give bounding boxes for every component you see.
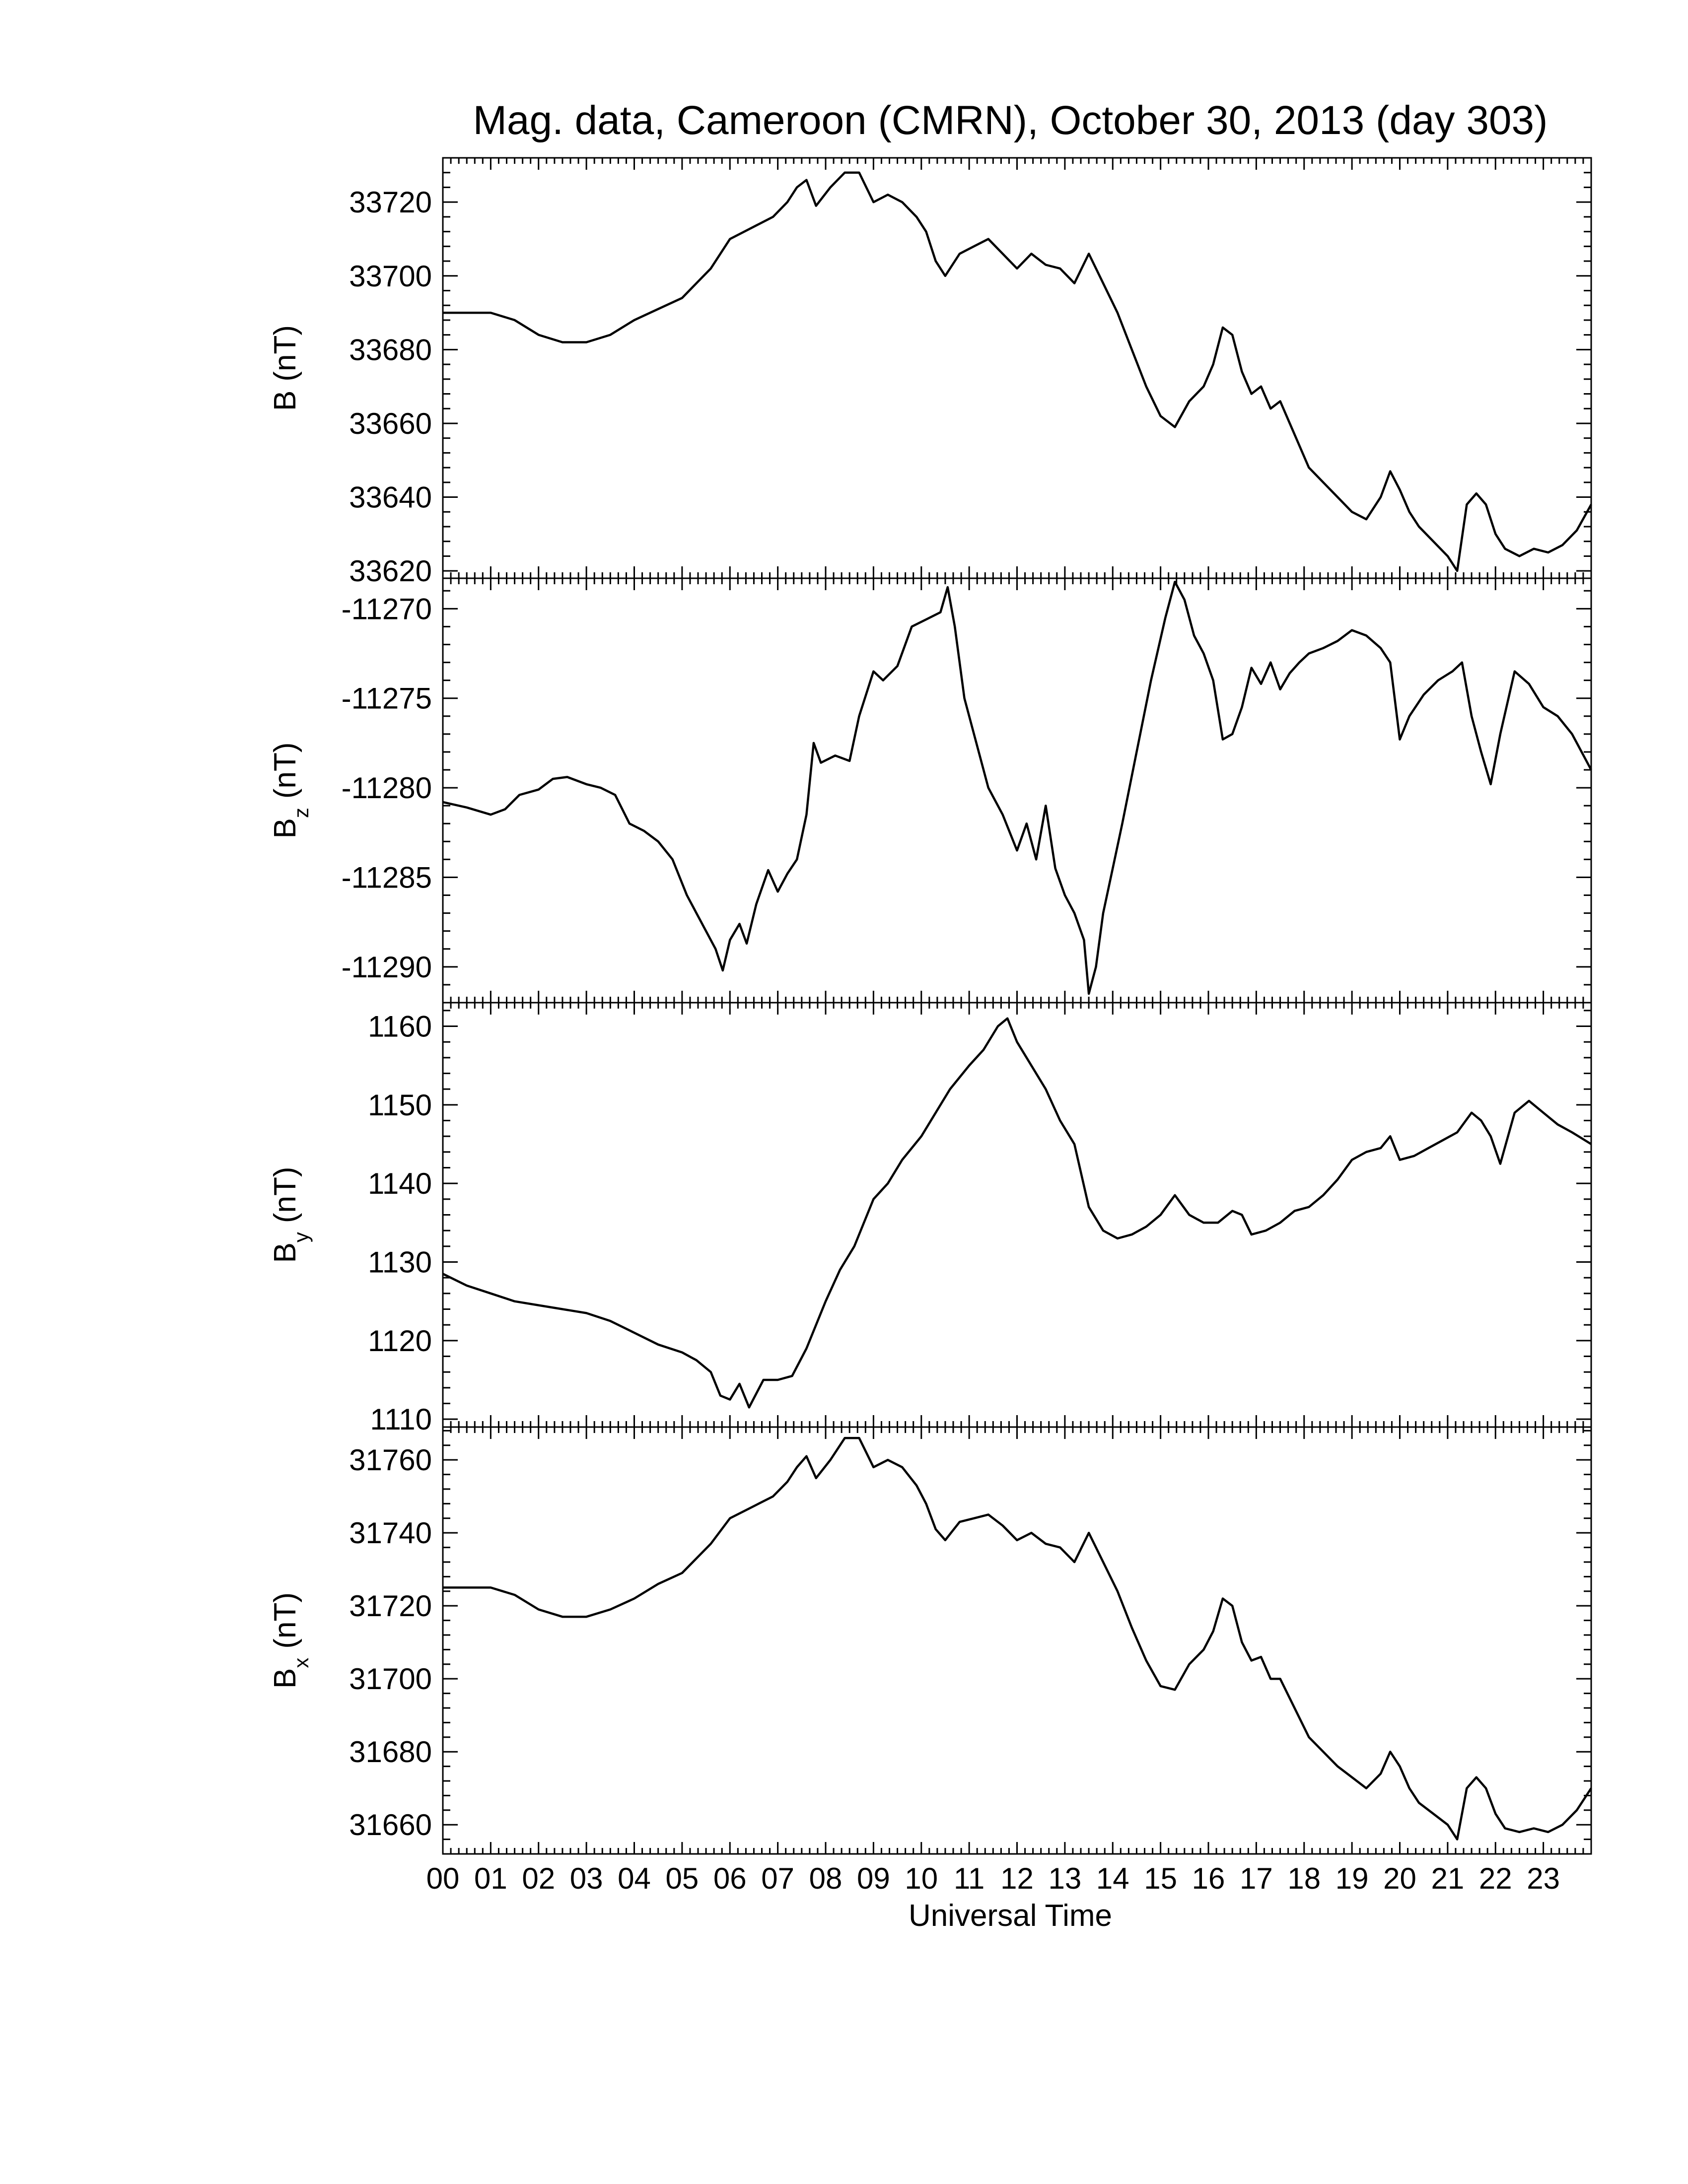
x-tick-label: 08 <box>809 1862 843 1895</box>
x-tick-label: 04 <box>618 1862 651 1895</box>
y-tick-label: 1140 <box>368 1167 432 1200</box>
y-axis-label-main: B <box>268 1668 302 1689</box>
plot-frame <box>442 577 1592 1004</box>
x-tick-label: 00 <box>426 1862 460 1895</box>
plot-frame <box>442 157 1592 579</box>
panel-4: 31660 31680 31700 31720 31740 31760 Bx (nT) <box>268 1426 1592 1855</box>
x-tick-label: 05 <box>666 1862 699 1895</box>
y-tick-label: 1120 <box>368 1324 432 1358</box>
y-tick-label: 31680 <box>349 1735 432 1769</box>
y-axis-label-main: B <box>268 1242 302 1263</box>
y-tick-label: -11270 <box>342 592 432 625</box>
y-axis-label: B (nT) <box>268 325 302 411</box>
x-tick-label: 14 <box>1096 1862 1129 1895</box>
panel-2: -11270 -11275 -11280 -11285 -11290 Bz (nT) <box>268 577 1592 1004</box>
x-tick-label: 19 <box>1336 1862 1369 1895</box>
y-tick-label: 33620 <box>349 554 432 588</box>
series-line <box>442 580 1592 995</box>
y-axis-label-subscript: y <box>289 1232 313 1242</box>
y-tick-label: 1110 <box>370 1403 432 1436</box>
x-tick-label: 23 <box>1527 1862 1560 1895</box>
x-tick-label: 15 <box>1144 1862 1177 1895</box>
x-tick-label: 20 <box>1383 1862 1416 1895</box>
y-axis-label: Bx (nT) <box>268 1592 313 1689</box>
x-axis-tick-labels: 00 01 02 03 04 05 06 07 08 09 10 11 12 13 14 15 16 17 18 19… <box>426 1862 1560 1895</box>
y-tick-label: 31740 <box>349 1516 432 1550</box>
y-tick-label: 33700 <box>349 260 432 293</box>
y-tick-label: 33720 <box>349 186 432 219</box>
x-tick-label: 11 <box>954 1862 985 1895</box>
x-tick-label: 12 <box>1000 1862 1034 1895</box>
x-tick-label: 18 <box>1287 1862 1321 1895</box>
x-tick-label: 09 <box>857 1862 890 1895</box>
y-tick-label: 31720 <box>349 1589 432 1623</box>
x-tick-label: 06 <box>713 1862 747 1895</box>
y-axis-label: By (nT) <box>268 1166 313 1263</box>
y-tick-label: -11280 <box>342 771 432 805</box>
y-tick-label: 1160 <box>368 1010 432 1043</box>
y-tick-label: 1130 <box>368 1246 432 1279</box>
series-line <box>442 1017 1592 1409</box>
x-tick-label: 10 <box>905 1862 938 1895</box>
x-tick-label: 02 <box>522 1862 555 1895</box>
plot-frame <box>442 1426 1592 1855</box>
y-axis-label-main: B <box>268 391 302 411</box>
y-tick-label: 1150 <box>368 1089 432 1122</box>
y-tick-label: 31700 <box>349 1662 432 1696</box>
x-tick-label: 21 <box>1431 1862 1465 1895</box>
x-tick-label: 16 <box>1192 1862 1225 1895</box>
x-tick-label: 01 <box>474 1862 507 1895</box>
y-axis-label-unit: (nT) <box>268 1166 302 1223</box>
y-tick-label: 33660 <box>349 407 432 440</box>
y-tick-label: -11285 <box>342 861 432 894</box>
x-tick-label: 17 <box>1240 1862 1273 1895</box>
panel-1: 33620 33640 33660 33680 33700 33720 B (nT) <box>268 157 1592 588</box>
y-axis-label-main: B <box>268 818 302 838</box>
y-tick-label: 31660 <box>349 1808 432 1842</box>
y-axis-label: Bz (nT) <box>268 742 313 838</box>
panels: 336203364033660336803370033720B(nT)-1127… <box>268 157 1592 1855</box>
y-tick-label: 33680 <box>349 333 432 366</box>
y-axis-label-subscript: z <box>289 808 313 818</box>
x-tick-label: 07 <box>761 1862 794 1895</box>
x-tick-label: 03 <box>570 1862 603 1895</box>
y-axis-label-unit: (nT) <box>268 325 302 382</box>
series-line <box>443 1436 1592 1841</box>
y-axis-label-unit: (nT) <box>268 742 302 799</box>
chart-title: Mag. data, Cameroon (CMRN), October 30, … <box>473 98 1548 143</box>
y-tick-label: 33640 <box>349 481 432 514</box>
x-axis-label: Universal Time <box>909 1899 1112 1933</box>
y-tick-label: 31760 <box>349 1443 432 1477</box>
y-tick-label: -11290 <box>342 951 432 984</box>
x-tick-label: 22 <box>1479 1862 1512 1895</box>
x-tick-label: 13 <box>1049 1862 1082 1895</box>
panel-3: 1110 1120 1130 1140 1150 1160 By (nT) <box>268 1002 1592 1436</box>
y-axis-label-subscript: x <box>289 1658 313 1668</box>
series-line <box>443 171 1592 572</box>
y-tick-label: -11275 <box>342 682 432 715</box>
y-axis-label-unit: (nT) <box>268 1592 302 1649</box>
plot-frame <box>442 1002 1592 1428</box>
